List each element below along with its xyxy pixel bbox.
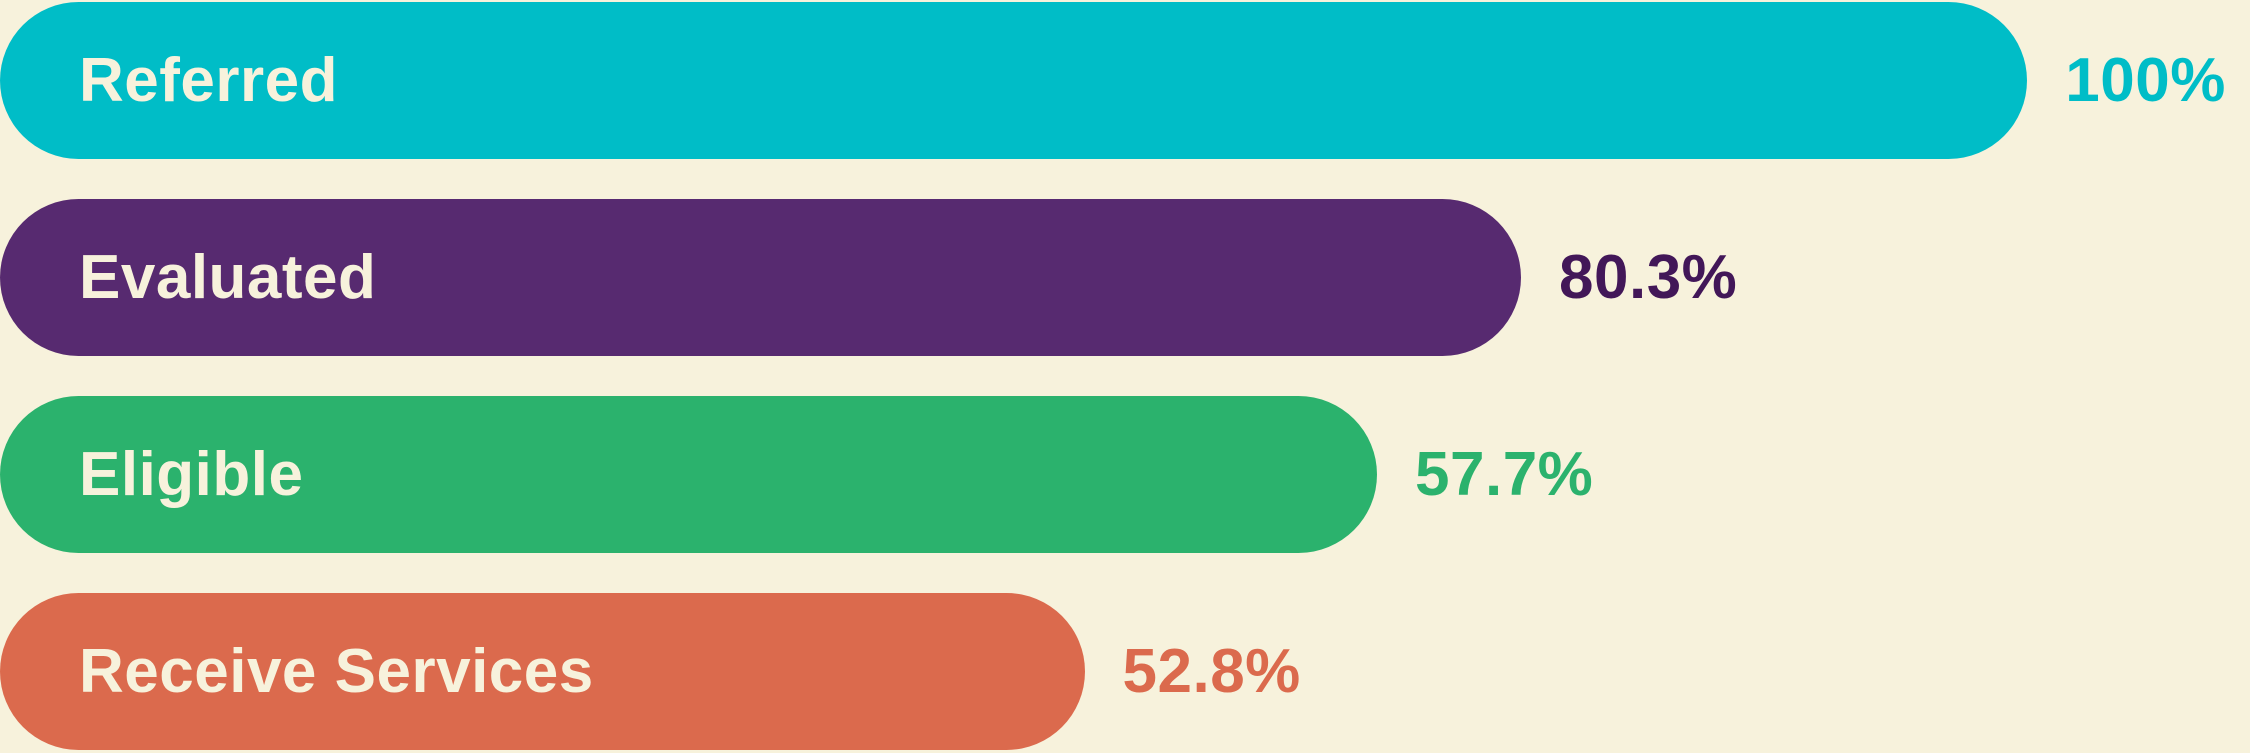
value-label-evaluated: 80.3% (1559, 243, 1738, 312)
bar-eligible: Eligible (0, 396, 1377, 553)
bar-referred: Referred (0, 2, 2028, 159)
value-label-receive-services: 52.8% (1122, 637, 1301, 706)
bar-row-receive-services: Receive Services 52.8% (0, 593, 2250, 750)
value-label-eligible: 57.7% (1415, 440, 1594, 509)
bar-label-evaluated: Evaluated (79, 243, 377, 312)
bar-receive-services: Receive Services (0, 593, 1085, 750)
bar-label-referred: Referred (79, 46, 338, 115)
bar-row-eligible: Eligible 57.7% (0, 396, 2250, 553)
bar-row-referred: Referred 100% (0, 2, 2250, 159)
bar-label-receive-services: Receive Services (79, 637, 594, 706)
value-label-referred: 100% (2065, 46, 2226, 115)
bar-row-evaluated: Evaluated 80.3% (0, 199, 2250, 356)
bar-label-eligible: Eligible (79, 440, 304, 509)
bar-evaluated: Evaluated (0, 199, 1521, 356)
